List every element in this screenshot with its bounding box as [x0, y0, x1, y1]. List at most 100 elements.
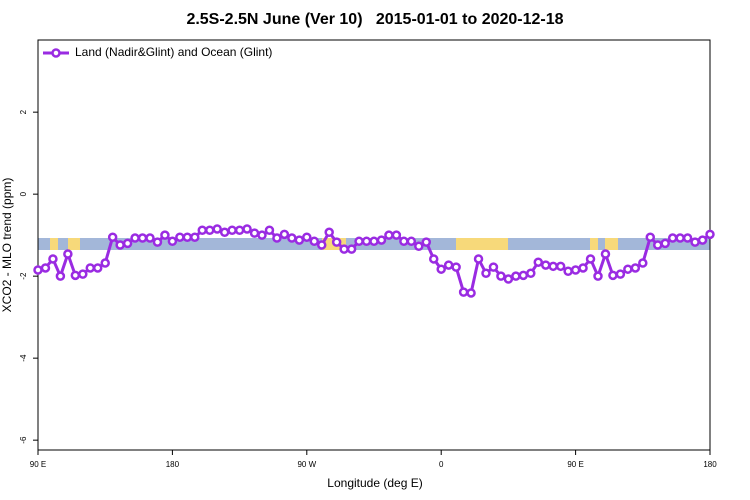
data-point	[167, 236, 178, 247]
data-point	[33, 265, 43, 275]
data-point	[615, 269, 626, 279]
data-point	[160, 230, 170, 240]
data-point	[331, 237, 342, 247]
chart-title: 2.5S-2.5N June (Ver 10) 2015-01-01 to 20…	[186, 11, 563, 28]
data-point	[361, 236, 372, 247]
data-point	[652, 240, 663, 250]
y-tick-label: 0	[19, 191, 28, 196]
data-point	[279, 229, 290, 240]
data-point	[204, 225, 215, 235]
land-patch	[50, 238, 58, 250]
data-point	[682, 233, 693, 243]
data-point	[443, 260, 454, 270]
data-point	[115, 240, 125, 250]
data-point	[107, 232, 118, 242]
data-point	[660, 238, 670, 249]
data-point	[436, 264, 446, 274]
data-point	[466, 288, 476, 298]
data-point	[600, 249, 611, 259]
x-axis-label: Longitude (deg E)	[327, 476, 422, 490]
data-point	[496, 271, 506, 281]
data-point	[346, 244, 357, 254]
legend-label: Land (Nadir&Glint) and Ocean (Glint)	[75, 45, 272, 59]
legend-marker	[51, 48, 61, 58]
data-point	[675, 233, 685, 243]
data-point	[309, 236, 320, 247]
data-point	[294, 235, 305, 245]
data-point	[212, 224, 222, 234]
x-tick-label: 90 W	[297, 460, 316, 469]
data-point	[406, 236, 417, 247]
x-tick-label: 90 E	[30, 460, 46, 469]
data-point	[63, 249, 73, 259]
land-patch	[456, 238, 508, 250]
data-point	[339, 244, 349, 254]
data-point	[85, 263, 96, 273]
data-point	[264, 225, 275, 235]
x-tick-label: 180	[703, 460, 717, 469]
data-point	[608, 270, 618, 281]
data-point	[122, 238, 133, 249]
data-point	[555, 261, 566, 272]
data-point	[92, 263, 103, 273]
data-point	[533, 257, 544, 267]
data-point	[481, 268, 491, 279]
data-point	[391, 230, 402, 240]
data-point	[272, 233, 282, 243]
data-point	[473, 254, 484, 264]
data-point	[369, 236, 379, 247]
data-point	[48, 254, 58, 264]
data-point	[152, 237, 163, 247]
land-patch	[605, 238, 618, 250]
data-point	[511, 271, 521, 281]
data-point	[130, 233, 140, 243]
x-tick-label: 180	[166, 460, 180, 469]
data-point	[645, 232, 656, 242]
data-point	[690, 237, 700, 247]
data-point	[70, 270, 81, 281]
data-point	[227, 225, 237, 235]
data-point	[354, 236, 364, 247]
data-point	[234, 225, 245, 235]
data-point	[623, 264, 633, 274]
data-point	[667, 233, 678, 243]
x-tick-label: 0	[439, 460, 444, 469]
data-point	[145, 233, 155, 243]
data-point	[540, 260, 551, 270]
data-point	[458, 287, 469, 297]
data-point	[182, 232, 193, 242]
data-point	[705, 229, 715, 240]
data-point	[376, 235, 387, 245]
y-tick-label: -2	[19, 272, 28, 280]
data-point	[578, 263, 588, 273]
plot-frame	[37, 39, 711, 451]
data-point	[100, 258, 110, 268]
data-point	[488, 262, 499, 272]
data-point	[697, 235, 708, 245]
data-point	[570, 265, 581, 275]
data-point	[451, 262, 461, 272]
data-point	[421, 237, 432, 247]
data-point	[190, 232, 200, 242]
data-point	[257, 230, 267, 240]
data-point	[399, 236, 409, 247]
data-point	[630, 263, 641, 273]
y-axis-label: XCO2 - MLO trend (ppm)	[0, 178, 14, 313]
data-point	[548, 261, 558, 272]
data-point	[40, 263, 51, 273]
y-tick-label: -4	[19, 354, 28, 362]
data-point	[137, 233, 148, 243]
data-point	[249, 228, 260, 238]
data-point	[503, 274, 514, 284]
land-patch	[68, 238, 80, 250]
y-tick-label: 2	[19, 109, 28, 114]
data-point	[585, 254, 596, 264]
data-point	[526, 268, 536, 279]
data-point	[302, 232, 312, 242]
data-point	[175, 232, 185, 242]
legend-item: Land (Nadir&Glint) and Ocean (Glint)	[43, 45, 272, 59]
land-patch	[590, 238, 598, 250]
data-point	[638, 258, 648, 268]
data-point	[518, 270, 529, 281]
